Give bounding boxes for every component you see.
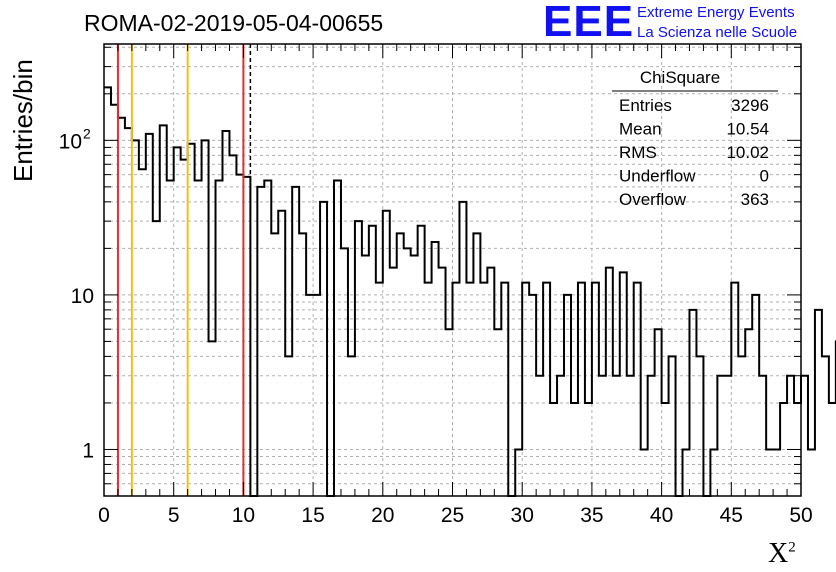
x-tick-label: 10 — [232, 504, 255, 527]
x-tick-label: 5 — [168, 504, 180, 527]
x-axis-label-base: X — [768, 538, 789, 569]
x-tick-label: 50 — [789, 504, 812, 527]
stats-row-label: Underflow — [619, 167, 696, 186]
stats-row-label: Overflow — [619, 190, 687, 209]
x-tick-label: 40 — [650, 504, 673, 527]
y-tick-label: 10 — [59, 130, 82, 153]
x-tick-label: 20 — [371, 504, 394, 527]
stats-row-label: Entries — [619, 96, 672, 115]
y-tick-exponent: 2 — [83, 125, 91, 141]
x-tick-label: 15 — [301, 504, 324, 527]
x-axis-label-exponent: 2 — [788, 539, 796, 556]
eee-logo: EEE — [543, 0, 635, 46]
stats-row-value: 10.54 — [726, 120, 769, 139]
logo-subtitle-2: La Scienza nelle Scuole — [637, 24, 798, 41]
logo-subtitle-1: Extreme Energy Events — [637, 4, 795, 21]
x-tick-label: 30 — [511, 504, 534, 527]
x-tick-label: 25 — [441, 504, 464, 527]
x-axis-label: X2 — [768, 538, 796, 570]
stats-row-value: 363 — [741, 190, 769, 209]
stats-row-label: RMS — [619, 143, 657, 162]
stats-box-title: ChiSquare — [640, 68, 720, 87]
stats-row-value: 3296 — [731, 96, 769, 115]
x-tick-label: 0 — [98, 504, 110, 527]
x-tick-label: 35 — [580, 504, 603, 527]
stats-row-label: Mean — [619, 120, 662, 139]
y-tick-label: 10 — [71, 285, 94, 308]
stats-row-value: 10.02 — [726, 143, 769, 162]
x-tick-label: 45 — [720, 504, 743, 527]
stats-row-value: 0 — [760, 167, 769, 186]
y-tick-label: 1 — [82, 439, 94, 462]
chart-title: ROMA-02-2019-05-04-00655 — [84, 10, 384, 36]
